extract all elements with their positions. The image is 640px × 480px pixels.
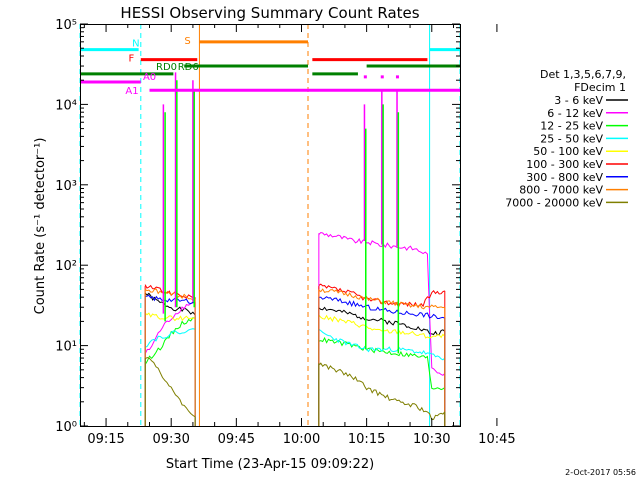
series-line-3-1 [318,328,446,361]
x-tick-label-0: 09:15 [87,432,124,447]
flag-label-A0: A0 [143,72,156,83]
axes: 09:15 09:30 09:45 10:00 10:15 10:30 10:45 10⁰ 10… [55,18,515,447]
legend-label-5: 100 - 300 keV [526,158,603,171]
x-tick-label-6: 10:45 [478,432,515,447]
x-tick-label-2: 09:45 [218,432,255,447]
series-line-1-1 [318,231,446,376]
plot-frame [80,24,461,427]
legend-label-0: 3 - 6 keV [554,94,603,107]
series-line-7-1 [318,288,445,310]
flag-label-A1: A1 [125,86,138,97]
legend-label-3: 25 - 50 keV [540,132,603,145]
series-line-8-1 [318,362,446,421]
footer-date: 2-Oct-2017 05:56 [565,468,636,477]
legend-label-6: 300 - 800 keV [526,171,603,184]
series-line-0-0 [144,292,196,316]
x-axis-label: Start Time (23-Apr-15 09:09:22) [166,457,374,472]
y-tick-label-2: 10² [55,259,77,274]
y-tick-label-0: 10⁰ [55,420,77,435]
legend-label-4: 50 - 100 keV [533,145,603,158]
x-tick-label-4: 10:15 [348,432,385,447]
y-tick-label-4: 10⁴ [55,98,77,113]
series-line-7-0 [144,288,196,301]
y-tick-label-5: 10⁵ [55,18,77,33]
chart-title: HESSI Observing Summary Count Rates [120,4,419,22]
legend-header-1: FDecim 1 [574,81,626,94]
series-line-4-1 [318,314,446,339]
plot-area: N S F RD0 RD6 A0 A1 [79,24,461,426]
x-tick-label-5: 10:30 [413,432,450,447]
series-line-3-0 [144,328,196,348]
marker-1 [380,75,384,79]
flag-label-S: S [184,36,190,47]
series-line-6-0 [145,294,196,305]
legend-label-2: 12 - 25 keV [540,120,603,133]
series-line-6-1 [318,296,445,319]
legend-label-1: 6 - 12 keV [547,107,603,120]
legend-label-8: 7000 - 20000 keV [505,196,603,209]
flag-label-F: F [129,54,135,65]
y-axis-label: Count Rate (s⁻¹ detector⁻¹) [33,138,48,315]
series-line-2-1 [318,336,446,391]
x-tick-label-3: 10:00 [283,432,320,447]
flag-label-RD6: RD6 [178,62,199,73]
legend-header-0: Det 1,3,5,6,7,9, [540,68,626,81]
series-line-0-1 [318,306,446,336]
y-tick-label-1: 10¹ [55,340,77,355]
series-line-8-0 [144,356,196,418]
x-tick-label-1: 09:30 [152,432,189,447]
marker-0 [363,75,367,79]
series-line-2-0 [144,317,196,365]
y-tick-label-3: 10³ [55,179,77,194]
flag-label-N: N [132,39,139,50]
series-line-4-0 [144,312,196,322]
flag-label-RD0: RD0 [156,62,177,73]
series-line-1-0 [144,302,196,355]
marker-2 [395,75,399,79]
legend-label-7: 800 - 7000 keV [519,184,603,197]
